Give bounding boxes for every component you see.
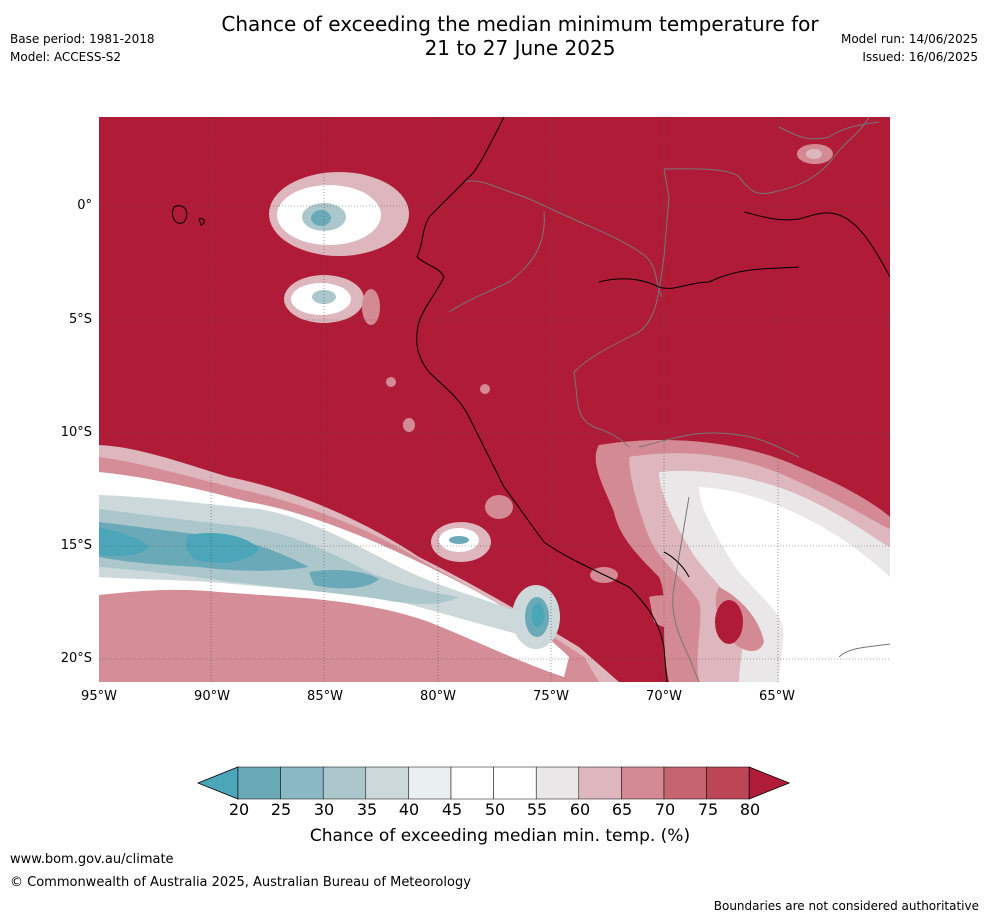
graticule xyxy=(99,117,890,682)
lat-label-15s: 15°S xyxy=(60,538,92,553)
meta-right: Model run: 14/06/2025 Issued: 16/06/2025 xyxy=(841,30,978,66)
coastline xyxy=(171,117,890,682)
colorbar xyxy=(196,766,791,800)
cb-tick-55: 55 xyxy=(526,800,548,819)
cb-tick-65: 65 xyxy=(611,800,633,819)
lon-label-70w: 70°W xyxy=(646,689,682,704)
cb-tick-30: 30 xyxy=(313,800,335,819)
boundaries-disclaimer: Boundaries are not considered authoritat… xyxy=(713,899,979,913)
colorbar-segment xyxy=(408,766,452,800)
meta-left: Base period: 1981-2018 Model: ACCESS-S2 xyxy=(10,30,155,66)
colorbar-segment xyxy=(237,766,281,800)
small-blobs xyxy=(269,144,833,583)
lon-label-90w: 90°W xyxy=(194,689,230,704)
title-line-2: 21 to 27 June 2025 xyxy=(424,36,616,60)
lon-label-65w: 65°W xyxy=(759,689,795,704)
colorbar-segment xyxy=(621,766,665,800)
colorbar-segments xyxy=(196,766,791,800)
colorbar-segment xyxy=(450,766,494,800)
cb-tick-40: 40 xyxy=(398,800,420,819)
lat-label-20s: 20°S xyxy=(60,651,92,666)
cb-tick-50: 50 xyxy=(484,800,506,819)
colorbar-segment xyxy=(365,766,409,800)
lon-label-95w: 95°W xyxy=(81,689,117,704)
lon-label-85w: 85°W xyxy=(307,689,343,704)
colorbar-segment xyxy=(280,766,324,800)
colorbar-extend-high xyxy=(748,766,791,800)
website-link[interactable]: www.bom.gov.au/climate xyxy=(10,852,174,867)
map-canvas xyxy=(99,117,890,682)
cb-tick-70: 70 xyxy=(654,800,676,819)
colorbar-extend-low xyxy=(196,766,239,800)
lat-label-10s: 10°S xyxy=(60,425,92,440)
colorbar-segment xyxy=(578,766,622,800)
colorbar-label: Chance of exceeding median min. temp. (%… xyxy=(309,826,691,846)
colorbar-segment xyxy=(493,766,537,800)
probability-map xyxy=(99,117,890,682)
colorbar-segment xyxy=(535,766,580,800)
map-title: Chance of exceeding the median minimum t… xyxy=(160,12,880,60)
colorbar-segment xyxy=(706,766,750,800)
cb-tick-35: 35 xyxy=(356,800,378,819)
base-period: Base period: 1981-2018 xyxy=(10,32,155,46)
cb-tick-20: 20 xyxy=(228,800,250,819)
cb-tick-60: 60 xyxy=(569,800,591,819)
cb-tick-75: 75 xyxy=(697,800,719,819)
model-name: Model: ACCESS-S2 xyxy=(10,50,122,64)
copyright-notice: © Commonwealth of Australia 2025, Austra… xyxy=(10,875,471,890)
southwest-low-probability-region xyxy=(99,445,619,682)
lon-label-80w: 80°W xyxy=(420,689,456,704)
lat-label-5s: 5°S xyxy=(68,312,92,327)
title-line-1: Chance of exceeding the median minimum t… xyxy=(221,12,819,36)
lat-label-0: 0° xyxy=(77,198,92,213)
country-borders xyxy=(448,117,890,682)
cb-tick-80: 80 xyxy=(739,800,761,819)
model-run: Model run: 14/06/2025 xyxy=(840,32,978,46)
cb-tick-45: 45 xyxy=(441,800,463,819)
southeast-low-probability-region xyxy=(595,440,890,682)
cb-tick-25: 25 xyxy=(270,800,292,819)
colorbar-segment xyxy=(322,766,367,800)
issued-date: Issued: 16/06/2025 xyxy=(862,50,978,64)
colorbar-segment xyxy=(663,766,707,800)
lon-label-75w: 75°W xyxy=(533,689,569,704)
